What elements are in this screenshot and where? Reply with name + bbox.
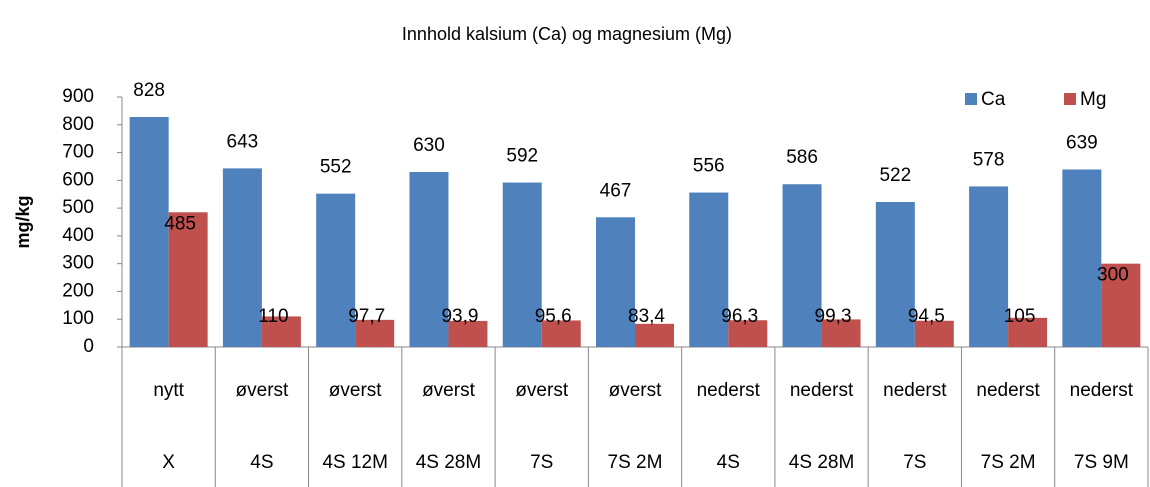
value-label: 99,3 <box>815 306 852 327</box>
value-label: 552 <box>320 157 352 178</box>
value-label: 643 <box>227 131 259 152</box>
value-label: 93,9 <box>441 306 478 327</box>
bar <box>782 184 822 347</box>
bar <box>728 320 768 347</box>
bar <box>448 320 488 347</box>
x-tick-label: øverst <box>609 380 663 401</box>
x-subcategory-label: 7S <box>530 452 553 473</box>
x-tick-label: nederst <box>883 380 947 401</box>
legend-swatch <box>1064 93 1076 105</box>
y-tick-label: 600 <box>62 169 94 190</box>
bar <box>168 212 208 347</box>
x-tick-label: øverst <box>422 380 476 401</box>
value-label: 95,6 <box>535 306 572 327</box>
value-label: 639 <box>1066 133 1098 154</box>
x-subcategory-label: 7S 9M <box>1074 452 1129 473</box>
x-tick-label: nederst <box>976 380 1040 401</box>
value-label: 556 <box>693 156 725 177</box>
bar <box>821 319 861 347</box>
x-subcategory-label: 4S <box>250 452 273 473</box>
legend-label: Mg <box>1080 89 1106 110</box>
bar <box>635 323 674 347</box>
y-tick-label: 100 <box>62 308 94 329</box>
value-label: 97,7 <box>348 306 385 327</box>
y-tick-label: 200 <box>62 280 94 301</box>
y-axis-label: mg/kg <box>13 195 33 248</box>
bar <box>129 117 169 347</box>
y-tick-label: 800 <box>62 114 94 135</box>
x-subcategory-label: 4S 28M <box>789 452 854 473</box>
x-subcategory-label: X <box>162 452 175 473</box>
x-subcategory-label: 7S 2M <box>608 452 663 473</box>
value-label: 522 <box>879 165 911 186</box>
bar <box>1062 169 1102 347</box>
value-label: 467 <box>600 180 632 201</box>
x-subcategory-label: 4S 12M <box>322 452 387 473</box>
x-subcategory-label: 4S <box>717 452 740 473</box>
bar <box>316 193 356 347</box>
bar <box>875 202 915 347</box>
bar <box>261 316 301 347</box>
x-tick-label: øverst <box>329 380 383 401</box>
y-tick-label: 400 <box>62 225 94 246</box>
value-label: 105 <box>1004 306 1036 327</box>
value-label: 578 <box>973 149 1005 170</box>
x-subcategory-label: 4S 28M <box>416 452 481 473</box>
value-label: 83,4 <box>628 306 665 327</box>
x-tick-label: nederst <box>697 380 761 401</box>
y-tick-label: 0 <box>83 336 94 357</box>
bar <box>541 320 581 347</box>
value-label: 586 <box>786 147 818 168</box>
x-tick-label: nytt <box>153 380 184 401</box>
x-subcategory-label: 7S 2M <box>981 452 1036 473</box>
value-label: 828 <box>133 80 165 101</box>
value-label: 485 <box>164 213 196 234</box>
chart-title: Innhold kalsium (Ca) og magnesium (Mg) <box>402 24 732 44</box>
legend-swatch <box>965 93 977 105</box>
bar <box>689 192 729 347</box>
x-subcategory-label: 7S <box>903 452 926 473</box>
value-label: 592 <box>506 146 538 167</box>
value-label: 96,3 <box>721 306 758 327</box>
bar <box>596 217 635 347</box>
x-tick-label: øverst <box>236 380 290 401</box>
legend-label: Ca <box>981 89 1006 110</box>
bar <box>1101 263 1141 347</box>
y-tick-label: 900 <box>62 86 94 107</box>
value-label: 300 <box>1097 265 1129 286</box>
value-label: 630 <box>413 135 445 156</box>
bar <box>1008 317 1048 347</box>
bar <box>969 186 1009 347</box>
bar <box>502 182 542 347</box>
value-label: 110 <box>258 306 288 327</box>
bar <box>355 319 395 347</box>
x-tick-label: nederst <box>1070 380 1134 401</box>
bar <box>914 320 954 347</box>
bar <box>409 172 449 347</box>
y-tick-label: 700 <box>62 142 94 163</box>
value-label: 94,5 <box>908 306 945 327</box>
bar <box>222 168 262 347</box>
y-tick-label: 300 <box>62 253 94 274</box>
x-tick-label: øverst <box>515 380 569 401</box>
y-tick-label: 500 <box>62 197 94 218</box>
x-tick-label: nederst <box>790 380 854 401</box>
